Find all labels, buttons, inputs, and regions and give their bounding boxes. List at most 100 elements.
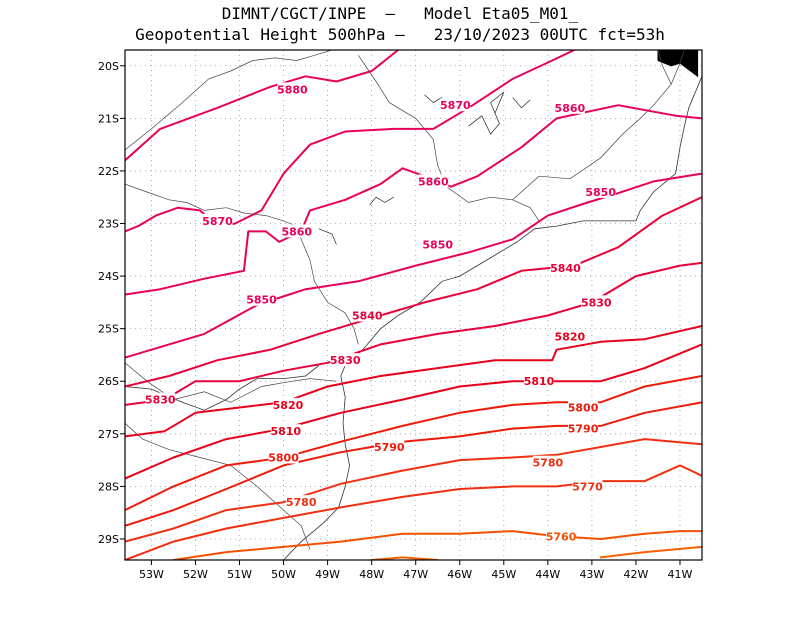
contour-5750 xyxy=(599,545,702,559)
contour-label: 5830 xyxy=(330,354,361,367)
contour-label-bg xyxy=(585,184,616,198)
figure-title-line1: DIMNT/CGCT/INPE — Model Eta05_M01_ xyxy=(221,4,579,23)
state-border xyxy=(125,183,359,345)
contour-label: 5840 xyxy=(550,262,581,275)
x-tick-label: 42W xyxy=(623,568,648,581)
state-border xyxy=(125,362,337,403)
river-reservoir xyxy=(369,196,394,206)
contour-label-layer: 5880 5870 5870 5860 5860 5860 5850 5850 5850 5840… xyxy=(145,82,616,543)
contour-label: 5830 xyxy=(581,296,612,309)
map-frame xyxy=(124,49,703,561)
state-border xyxy=(230,50,333,72)
contour-label: 5790 xyxy=(568,423,599,436)
y-tick-label: 20S xyxy=(98,60,119,73)
river-reservoir xyxy=(512,97,531,109)
contour-label: 5780 xyxy=(533,457,564,470)
contour-label: 5860 xyxy=(555,102,586,115)
contour-label-bg xyxy=(270,424,301,438)
y-tick-label: 24S xyxy=(98,270,119,283)
contour-label-bg xyxy=(440,98,471,112)
contour-label-bg xyxy=(418,174,449,188)
axis-ticks: 53W 52W 51W 50W 49W 48W 47W 46W 45W 44W 43W 42W 41W 2… xyxy=(98,60,693,581)
figure-title-line2: Geopotential Height 500hPa — 23/10/2023 … xyxy=(135,25,665,44)
contour-label-bg xyxy=(352,308,383,322)
contour-label-bg xyxy=(286,495,317,509)
contour-label-bg xyxy=(532,455,563,469)
contour-5790 xyxy=(125,401,702,527)
contour-label: 5790 xyxy=(374,441,405,454)
contour-label-bg xyxy=(546,529,577,543)
contour-label: 5820 xyxy=(273,399,304,412)
contour-layer xyxy=(125,50,702,560)
contour-label-bg xyxy=(374,439,405,453)
contour-label-bg xyxy=(246,292,277,306)
filled-terrain-region xyxy=(657,50,699,78)
contour-label: 5860 xyxy=(418,175,449,188)
contour-label-bg xyxy=(554,329,585,343)
y-tick-label: 21S xyxy=(98,112,119,125)
contour-label: 5860 xyxy=(281,225,312,238)
geography-layer xyxy=(125,50,702,560)
contour-label: 5850 xyxy=(422,239,453,252)
contour-5780 xyxy=(125,438,702,543)
x-tick-label: 50W xyxy=(271,568,296,581)
x-tick-label: 52W xyxy=(183,568,208,581)
contour-5860 xyxy=(125,104,702,296)
contour-label-bg xyxy=(554,100,585,114)
state-border xyxy=(512,50,685,201)
y-tick-label: 28S xyxy=(98,480,119,493)
contour-label-bg xyxy=(572,479,603,493)
y-tick-label: 22S xyxy=(98,165,119,178)
state-border xyxy=(657,50,672,85)
contour-label: 5850 xyxy=(246,294,277,307)
coastline xyxy=(340,76,702,377)
contour-label-bg xyxy=(202,213,233,227)
river-reservoir xyxy=(424,94,443,104)
contour-5770 xyxy=(125,464,702,560)
contour-label-bg xyxy=(568,421,599,435)
y-tick-label: 26S xyxy=(98,375,119,388)
y-tick-label: 29S xyxy=(98,533,119,546)
contour-label-bg xyxy=(330,353,361,367)
contour-label: 5870 xyxy=(202,215,233,228)
contour-label-bg xyxy=(524,374,555,388)
contour-label: 5770 xyxy=(572,480,603,493)
contour-5830 xyxy=(125,261,702,406)
contour-label: 5880 xyxy=(277,83,308,96)
contour-label-bg xyxy=(568,400,599,414)
y-tick-label: 23S xyxy=(98,218,119,231)
contour-label: 5800 xyxy=(568,402,599,415)
contour-5850 xyxy=(125,172,702,359)
x-tick-label: 47W xyxy=(403,568,428,581)
contour-5760 xyxy=(172,530,702,560)
contour-label: 5870 xyxy=(440,99,471,112)
x-tick-label: 46W xyxy=(447,568,472,581)
x-tick-label: 41W xyxy=(668,568,693,581)
contour-label: 5780 xyxy=(286,496,317,509)
contour-label: 5850 xyxy=(585,186,616,199)
contour-label-bg xyxy=(550,261,581,275)
contour-label: 5800 xyxy=(268,451,299,464)
contour-label: 5820 xyxy=(555,331,586,344)
x-tick-label: 45W xyxy=(491,568,516,581)
contour-5800 xyxy=(125,375,702,512)
contour-label: 5760 xyxy=(546,530,577,543)
contour-label-bg xyxy=(145,392,176,406)
x-tick-label: 51W xyxy=(227,568,252,581)
contour-label: 5840 xyxy=(352,310,383,323)
contour-5750 xyxy=(370,556,439,560)
contour-label-bg xyxy=(277,82,308,96)
contour-label-bg xyxy=(281,224,312,238)
contour-5880 xyxy=(125,50,400,162)
contour-label: 5810 xyxy=(524,375,555,388)
river-reservoir xyxy=(318,228,337,245)
contour-5820 xyxy=(125,325,702,438)
contour-label-bg xyxy=(422,237,453,251)
y-tick-label: 27S xyxy=(98,428,119,441)
x-tick-label: 48W xyxy=(359,568,384,581)
x-tick-label: 53W xyxy=(139,568,164,581)
y-tick-label: 25S xyxy=(98,323,119,336)
x-tick-label: 44W xyxy=(535,568,560,581)
contour-label-bg xyxy=(268,450,299,464)
